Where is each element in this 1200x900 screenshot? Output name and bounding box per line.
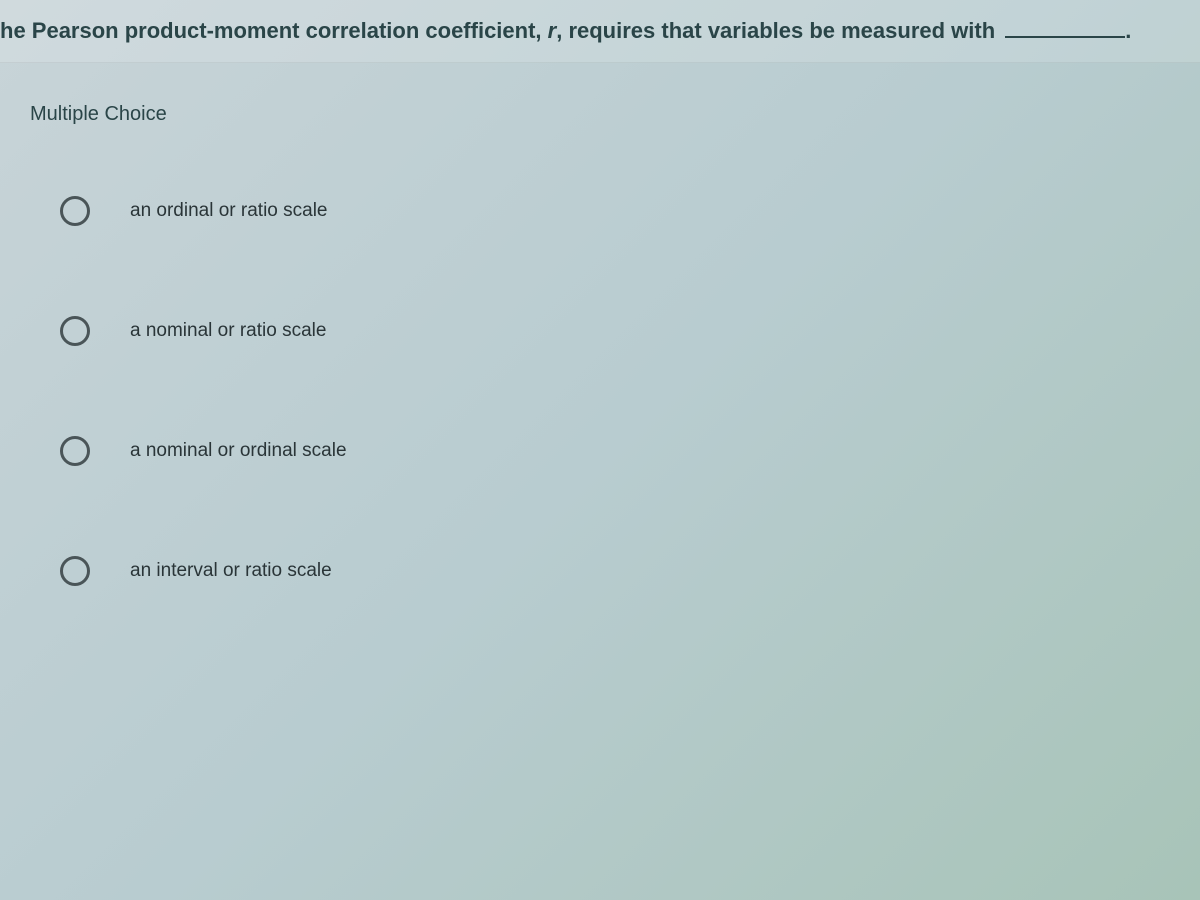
radio-icon[interactable]	[60, 196, 90, 226]
option-row[interactable]: an interval or ratio scale	[30, 556, 1170, 586]
question-period: .	[1125, 18, 1131, 43]
question-text: he Pearson product-moment correlation co…	[0, 18, 1200, 44]
option-label: a nominal or ratio scale	[130, 320, 326, 342]
option-label: an interval or ratio scale	[130, 560, 332, 582]
radio-icon[interactable]	[60, 436, 90, 466]
option-label: a nominal or ordinal scale	[130, 440, 347, 462]
option-row[interactable]: a nominal or ordinal scale	[30, 436, 1170, 466]
multiple-choice-heading: Multiple Choice	[30, 103, 1170, 126]
content-area: Multiple Choice an ordinal or ratio scal…	[0, 63, 1200, 586]
option-row[interactable]: a nominal or ratio scale	[30, 316, 1170, 346]
radio-icon[interactable]	[60, 316, 90, 346]
option-label: an ordinal or ratio scale	[130, 200, 328, 222]
question-italic-var: r	[548, 18, 557, 43]
question-prefix: he Pearson product-moment correlation co…	[0, 18, 548, 43]
question-blank	[1005, 36, 1125, 38]
question-suffix: , requires that variables be measured wi…	[556, 18, 1001, 43]
option-row[interactable]: an ordinal or ratio scale	[30, 196, 1170, 226]
question-bar: he Pearson product-moment correlation co…	[0, 0, 1200, 63]
radio-icon[interactable]	[60, 556, 90, 586]
